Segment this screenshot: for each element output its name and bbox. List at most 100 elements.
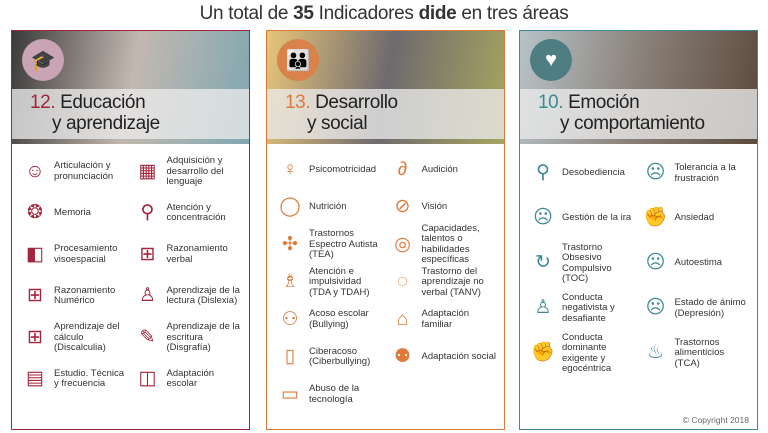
title-text: Un total de xyxy=(199,3,294,24)
backpack-icon: ◫ xyxy=(138,368,157,389)
title-text: en tres áreas xyxy=(456,3,569,24)
cupcake-icon: ♨ xyxy=(646,342,665,364)
indicator-count: 35 xyxy=(293,3,314,24)
two-people-icon: ⚇ xyxy=(281,308,299,330)
panel-2: 👪 13. Desarrollo y social ♀ Psicomotricida… xyxy=(266,30,505,430)
crying-face-icon: ☹ xyxy=(645,297,666,319)
indicator-label: Aprendizaje del cálculo (Discalculia) xyxy=(54,321,120,353)
indicator-item: ⚲ Atención y concentración xyxy=(135,193,244,235)
blank-face-icon: ◌ xyxy=(396,271,409,292)
crossed-arms-person-icon: ♙ xyxy=(534,297,552,319)
reading-person-icon: ♙ xyxy=(138,285,157,306)
magnifier-head-icon: ⚲ xyxy=(140,202,155,223)
indicator-label: Abuso de la tecnología xyxy=(309,383,360,405)
hero-photo: ♥ 10. Emoción y comportamiento xyxy=(520,31,757,144)
indicator-label: Estudio. Técnica y frecuencia xyxy=(54,367,125,390)
notebook-icon: ▤ xyxy=(26,368,44,389)
indicator-label: Atención y concentración xyxy=(166,201,226,224)
indicator-label: Conducta dominante exigente y egocéntric… xyxy=(562,331,612,374)
letter-grid-icon: ⊞ xyxy=(139,243,156,265)
indicator-label: Trastornos Espectro Autista (TEA) xyxy=(309,228,378,260)
heading-line1: Educación xyxy=(60,92,146,113)
spinning-person-icon: ♗ xyxy=(281,271,299,292)
indicator-item: ⚉ Adaptación social xyxy=(390,339,499,377)
eye-crossed-icon: ⊘ xyxy=(394,196,411,217)
indicator-item: ▯ Ciberacoso (Ciberbullying) xyxy=(277,339,386,377)
crowd-icon: ⚉ xyxy=(393,346,412,367)
indicator-label: Gestión de la ira xyxy=(562,212,632,224)
heart-icon: ♥ xyxy=(530,39,572,81)
indicator-label: Tolerancia a la frustración xyxy=(674,162,736,184)
indicator-label: Atención e impulsividad (TDA y TDAH) xyxy=(309,265,370,298)
indicator-item: ♀ Psicomotricidad xyxy=(277,151,386,189)
abc-blocks-icon: ▦ xyxy=(138,160,157,182)
heading-line2: y aprendizaje xyxy=(52,113,160,134)
indicator-item: ▤ Estudio. Técnica y frecuencia xyxy=(22,359,131,401)
indicator-label: Memoria xyxy=(54,207,91,218)
indicator-label: Razonamiento verbal xyxy=(166,243,228,265)
puzzle-icon: ✣ xyxy=(282,233,298,255)
indicator-item: ☹ Estado de ánimo (Depresión) xyxy=(643,286,752,331)
indicator-label: Adaptación social xyxy=(421,351,496,362)
indicator-item: ☹ Autoestima xyxy=(643,241,752,286)
heading-line2: y social xyxy=(307,113,368,134)
indicator-item: ♙ Aprendizaje de la lectura (Dislexia) xyxy=(135,276,244,318)
ear-crossed-icon: ∂ xyxy=(397,158,408,180)
indicator-item: ⚲ Desobediencia xyxy=(530,151,639,196)
indicator-item: ◯ Nutrición xyxy=(277,189,386,227)
clenched-fist-icon: ✊ xyxy=(643,207,668,229)
indicator-item: ▭ Abuso de la tecnología xyxy=(277,376,386,414)
sad-face-icon: ☹ xyxy=(645,252,666,274)
indicator-label: Autoestima xyxy=(674,257,723,269)
indicator-list: ♀ Psicomotricidad ∂ Audición ◯ Nutrición ⊘ Visi… xyxy=(267,151,504,414)
indicator-item: ✣ Trastornos Espectro Autista (TEA) xyxy=(277,226,386,264)
indicator-item: ⌂ Adaptación familiar xyxy=(390,301,499,339)
indicator-label: Acoso escolar (Bullying) xyxy=(309,308,369,330)
indicator-label: Desobediencia xyxy=(562,167,625,179)
indicator-item: ✊ Conducta dominante exigente y egocéntri… xyxy=(530,331,639,376)
indicator-item: ◌ Trastorno del aprendizaje no verbal (TA… xyxy=(390,264,499,302)
person-no-icon: ⚲ xyxy=(536,162,550,184)
indicator-list: ☺ Articulación y pronunciación ▦ Adquisició… xyxy=(12,151,249,400)
indicator-label: Conducta negativista y desafiante xyxy=(562,291,615,324)
indicator-item: ▦ Adquisición y desarrollo del lenguaje xyxy=(135,151,244,193)
indicator-label: Psicomotricidad xyxy=(309,163,377,175)
frustrated-head-icon: ☹ xyxy=(645,162,666,184)
indicator-label: Razonamiento Numérico xyxy=(54,284,116,307)
indicator-item: ❂ Memoria xyxy=(22,193,131,235)
indicator-item: ∂ Audición xyxy=(390,151,499,189)
indicator-item: ♗ Atención e impulsividad (TDA y TDAH) xyxy=(277,264,386,302)
panel-heading: 13. Desarrollo y social xyxy=(267,89,504,139)
angry-face-icon: ☹ xyxy=(533,207,553,229)
indicator-item: ♨ Trastornos alimenticios (TCA) xyxy=(643,331,752,376)
lightbulb-brain-icon: ◎ xyxy=(394,233,411,255)
indicator-label: Estado de ánimo (Depresión) xyxy=(674,297,746,319)
indicator-count: 13. xyxy=(285,92,311,113)
number-grid-icon: ⊞ xyxy=(27,285,43,306)
indicator-item: ☹ Tolerancia a la frustración xyxy=(643,151,752,196)
indicator-label: Visión xyxy=(421,201,448,212)
indicator-item: ☹ Gestión de la ira xyxy=(530,196,639,241)
apple-icon: ◯ xyxy=(279,196,301,217)
calculator-icon: ⊞ xyxy=(27,326,43,348)
graduation-cap-icon: 🎓 xyxy=(22,39,64,81)
panel-heading: 12. Educación y aprendizaje xyxy=(12,89,249,139)
panel-heading: 10. Emoción y comportamiento xyxy=(520,89,757,139)
page-title: Un total de 35 Indicadores dide en tres … xyxy=(0,3,768,25)
indicator-item: ◎ Capacidades, talentos o habilidades esp… xyxy=(390,223,499,265)
indicator-label: Nutrición xyxy=(309,201,347,212)
sad-phone-icon: ▯ xyxy=(284,346,296,367)
indicator-count: 12. xyxy=(30,92,56,113)
people-group-icon: 👪 xyxy=(277,39,319,81)
indicator-item: ☺ Articulación y pronunciación xyxy=(22,151,131,193)
cube-head-icon: ◧ xyxy=(26,243,44,265)
indicator-label: Ciberacoso (Ciberbullying) xyxy=(309,345,371,368)
indicator-item: ✎ Aprendizaje de la escritura (Disgrafía) xyxy=(135,317,244,359)
indicator-item: ◫ Adaptación escolar xyxy=(135,359,244,401)
heading-line1: Desarrollo xyxy=(315,92,398,113)
indicator-item: ◧ Procesamiento visoespacial xyxy=(22,234,131,276)
indicator-item: ⚇ Acoso escolar (Bullying) xyxy=(277,301,386,339)
heading-line2: y comportamiento xyxy=(560,113,705,134)
indicator-count: 10. xyxy=(538,92,564,113)
indicator-label: Aprendizaje de la lectura (Dislexia) xyxy=(166,284,240,307)
